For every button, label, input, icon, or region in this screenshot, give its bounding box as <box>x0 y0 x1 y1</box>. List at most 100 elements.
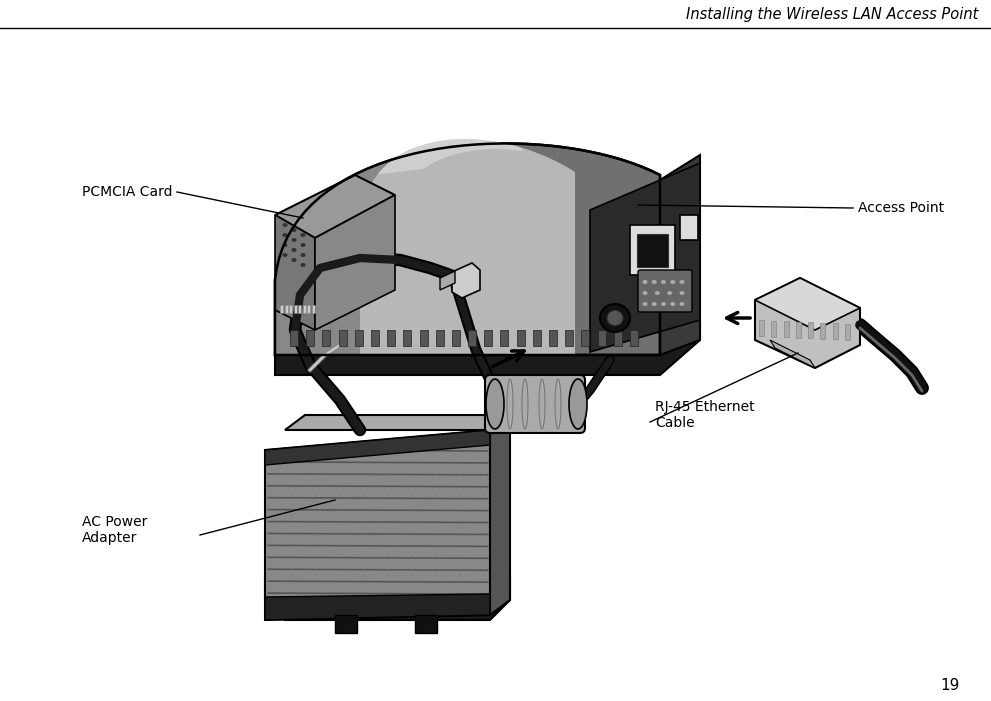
Bar <box>549 330 557 346</box>
Ellipse shape <box>642 302 647 306</box>
Ellipse shape <box>399 494 401 496</box>
Ellipse shape <box>300 253 305 257</box>
Ellipse shape <box>459 514 461 516</box>
Ellipse shape <box>435 554 437 556</box>
Ellipse shape <box>303 514 305 516</box>
Ellipse shape <box>351 554 353 556</box>
Polygon shape <box>452 263 480 298</box>
Bar <box>582 330 590 346</box>
Ellipse shape <box>291 248 296 252</box>
Ellipse shape <box>447 494 449 496</box>
Bar <box>500 330 508 346</box>
Ellipse shape <box>282 223 287 227</box>
Ellipse shape <box>339 574 341 576</box>
Bar <box>307 305 310 313</box>
Ellipse shape <box>303 574 305 576</box>
Ellipse shape <box>279 574 281 576</box>
Ellipse shape <box>483 554 485 556</box>
Ellipse shape <box>291 554 293 556</box>
Ellipse shape <box>471 494 473 496</box>
Bar <box>335 615 357 633</box>
Ellipse shape <box>279 474 281 476</box>
Ellipse shape <box>339 534 341 536</box>
Polygon shape <box>755 278 860 368</box>
Ellipse shape <box>435 514 437 516</box>
Ellipse shape <box>471 554 473 556</box>
Ellipse shape <box>447 514 449 516</box>
Ellipse shape <box>291 474 293 476</box>
Ellipse shape <box>291 574 293 576</box>
Ellipse shape <box>471 474 473 476</box>
Ellipse shape <box>411 554 413 556</box>
Ellipse shape <box>435 574 437 576</box>
Bar <box>845 323 850 339</box>
Ellipse shape <box>291 228 296 232</box>
Ellipse shape <box>375 494 377 496</box>
Ellipse shape <box>670 280 675 284</box>
Ellipse shape <box>291 238 296 242</box>
Text: RJ-45 Ethernet
Cable: RJ-45 Ethernet Cable <box>655 400 754 430</box>
Polygon shape <box>275 175 395 238</box>
FancyBboxPatch shape <box>638 270 692 312</box>
Bar <box>516 330 524 346</box>
Ellipse shape <box>447 554 449 556</box>
Ellipse shape <box>375 574 377 576</box>
Bar <box>355 330 363 346</box>
Polygon shape <box>265 430 490 620</box>
Bar <box>371 330 379 346</box>
Polygon shape <box>275 148 414 355</box>
Bar <box>311 305 314 313</box>
Ellipse shape <box>282 233 287 237</box>
Bar <box>306 330 314 346</box>
Ellipse shape <box>387 474 389 476</box>
Ellipse shape <box>363 554 365 556</box>
Ellipse shape <box>327 574 329 576</box>
Bar <box>832 323 837 339</box>
Bar <box>630 330 638 346</box>
Ellipse shape <box>411 494 413 496</box>
Bar <box>280 305 283 313</box>
Bar <box>415 615 437 633</box>
Ellipse shape <box>652 302 657 306</box>
Ellipse shape <box>652 280 657 284</box>
Ellipse shape <box>435 534 437 536</box>
Ellipse shape <box>279 554 281 556</box>
Ellipse shape <box>680 280 685 284</box>
Ellipse shape <box>315 574 317 576</box>
Ellipse shape <box>399 534 401 536</box>
Polygon shape <box>265 430 490 465</box>
Ellipse shape <box>459 534 461 536</box>
Bar <box>613 330 621 346</box>
FancyBboxPatch shape <box>630 225 675 275</box>
Ellipse shape <box>483 474 485 476</box>
Ellipse shape <box>363 494 365 496</box>
Ellipse shape <box>423 554 425 556</box>
Ellipse shape <box>315 474 317 476</box>
Ellipse shape <box>459 474 461 476</box>
Ellipse shape <box>399 554 401 556</box>
Ellipse shape <box>600 304 630 332</box>
Polygon shape <box>660 155 700 355</box>
Polygon shape <box>490 415 510 615</box>
Ellipse shape <box>339 474 341 476</box>
Ellipse shape <box>327 474 329 476</box>
Ellipse shape <box>483 534 485 536</box>
Ellipse shape <box>447 574 449 576</box>
Bar <box>808 322 814 338</box>
Ellipse shape <box>375 474 377 476</box>
Ellipse shape <box>661 280 666 284</box>
Ellipse shape <box>459 574 461 576</box>
FancyBboxPatch shape <box>637 234 668 267</box>
Ellipse shape <box>315 494 317 496</box>
Ellipse shape <box>291 514 293 516</box>
Ellipse shape <box>315 554 317 556</box>
Ellipse shape <box>471 514 473 516</box>
Ellipse shape <box>315 514 317 516</box>
Ellipse shape <box>680 291 685 295</box>
Ellipse shape <box>279 514 281 516</box>
Ellipse shape <box>387 494 389 496</box>
Ellipse shape <box>363 574 365 576</box>
Ellipse shape <box>411 574 413 576</box>
Ellipse shape <box>327 554 329 556</box>
Ellipse shape <box>607 311 623 325</box>
